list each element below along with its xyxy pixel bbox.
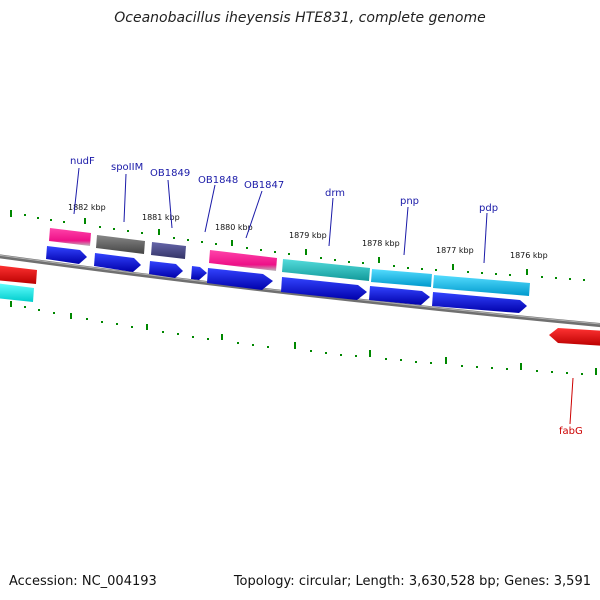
kbp-label: 1880 kbp — [215, 223, 253, 232]
category-track — [0, 228, 530, 302]
gene-box-OB1847 — [209, 250, 277, 271]
cds-arrow — [191, 266, 207, 280]
forward-cds-track — [46, 246, 527, 313]
outer-tick-ring — [10, 210, 585, 281]
gene-label-OB1849: OB1849 — [150, 168, 190, 179]
gene-label-spoIIM: spoIIM — [111, 162, 143, 173]
gene-labels: nudF spoIIM OB1849 OB1848 OB1847 drm pnp… — [70, 156, 583, 437]
gene-label-nudF: nudF — [70, 156, 95, 167]
kbp-label: 1876 kbp — [510, 251, 548, 260]
cds-arrow-fabG — [549, 328, 600, 346]
kbp-labels: 1882 kbp 1881 kbp 1880 kbp 1879 kbp 1878… — [68, 203, 548, 260]
accession-value: NC_004193 — [81, 574, 157, 589]
gene-box-spoIIM — [96, 235, 145, 254]
gene-box-left-cyan — [0, 283, 34, 302]
cds-arrow — [46, 246, 87, 264]
cds-arrow — [207, 268, 273, 290]
label-leaders — [73, 167, 488, 264]
topology-label: Topology: — [233, 574, 295, 589]
cds-arrow — [149, 261, 183, 278]
gene-box-pnp — [371, 269, 432, 287]
length-value: 3,630,528 bp — [408, 574, 496, 589]
kbp-label: 1877 kbp — [436, 246, 474, 255]
inner-tick-ring — [10, 301, 597, 375]
gene-box-left-red — [0, 265, 37, 284]
gene-label-pdp: pdp — [479, 203, 498, 214]
topology-value: circular — [298, 574, 347, 589]
kbp-label: 1882 kbp — [68, 203, 106, 212]
gene-box-nudF — [49, 228, 91, 246]
label-leader-fabG — [569, 377, 574, 425]
gene-label-fabG: fabG — [559, 426, 583, 437]
cds-arrow — [281, 277, 367, 300]
gene-label-pnp: pnp — [400, 196, 419, 207]
genes-value: 3,591 — [553, 574, 591, 589]
genes-label: Genes: — [504, 574, 550, 589]
cds-arrow — [432, 292, 527, 313]
accession-info: Accession: NC_004193 — [9, 574, 157, 589]
cds-arrow — [94, 253, 141, 272]
genome-summary: Topology: circular; Length: 3,630,528 bp… — [233, 574, 591, 589]
gene-label-drm: drm — [325, 188, 345, 199]
kbp-label: 1881 kbp — [142, 213, 180, 222]
gene-box-OB1849 — [151, 242, 186, 259]
length-label: Length: — [355, 574, 405, 589]
gene-label-OB1847: OB1847 — [244, 180, 284, 191]
cds-arrow — [369, 286, 430, 305]
gene-box-pdp — [433, 275, 530, 296]
kbp-label: 1879 kbp — [289, 231, 327, 240]
gene-box-drm — [282, 259, 370, 281]
gene-label-OB1848: OB1848 — [198, 175, 238, 186]
diagram-title: Oceanobacillus iheyensis HTE831, complet… — [114, 10, 486, 26]
accession-label: Accession: — [9, 574, 78, 589]
kbp-label: 1878 kbp — [362, 239, 400, 248]
